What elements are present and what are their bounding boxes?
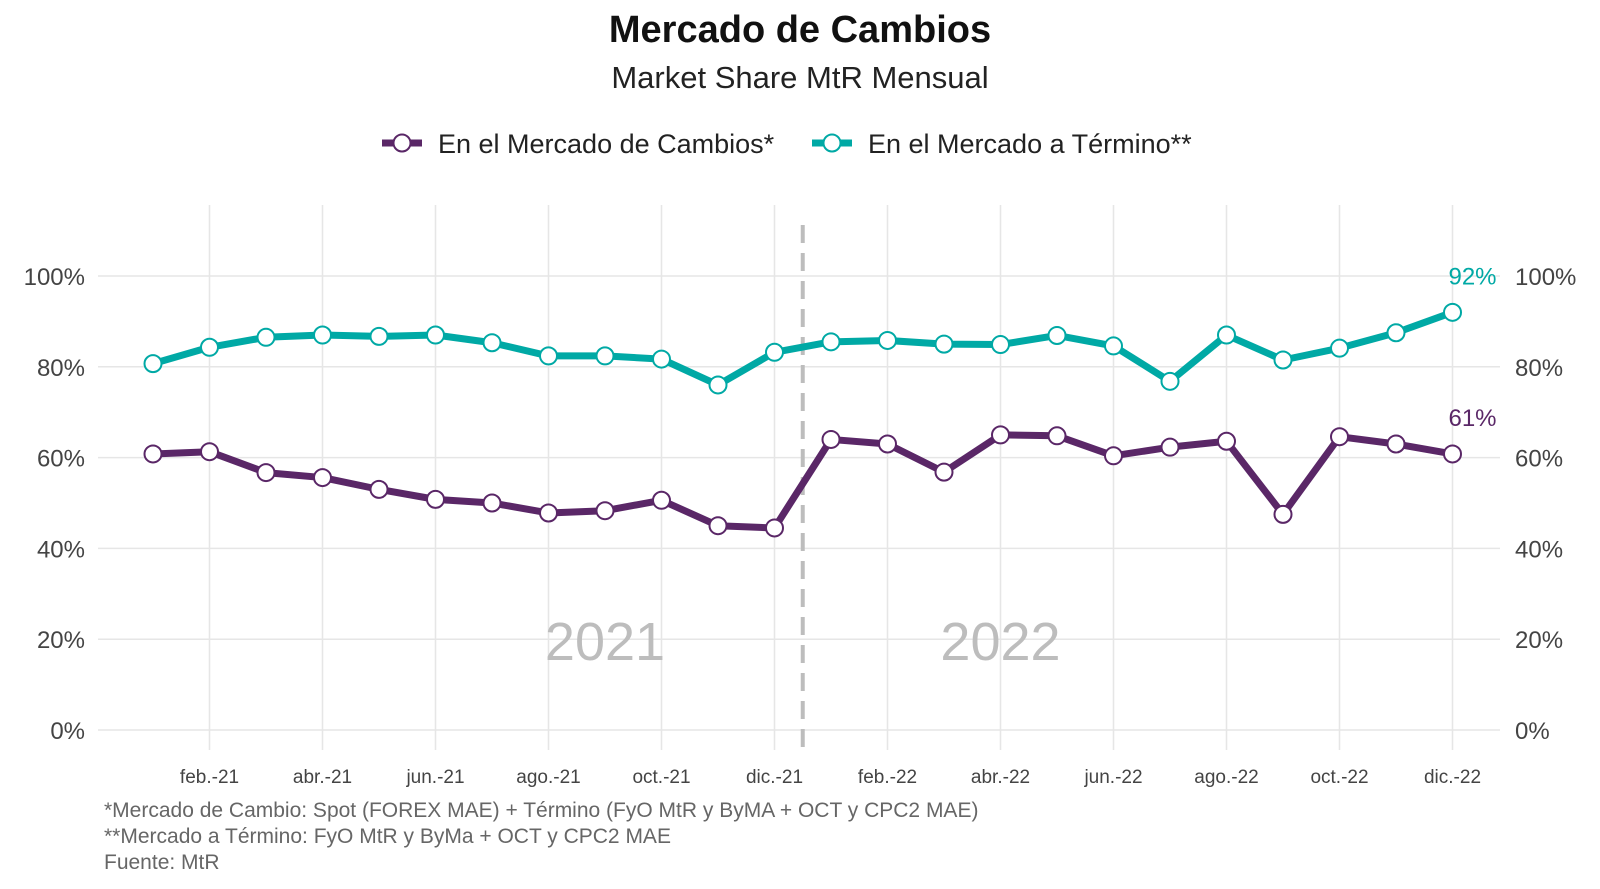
- footnote-source: Fuente: MtR: [104, 851, 220, 874]
- data-point: [878, 434, 897, 454]
- x-tick-label: dic.-21: [746, 767, 803, 788]
- data-point: [595, 501, 615, 521]
- year-label-2022: 2022: [940, 612, 1060, 672]
- data-point: [1330, 427, 1349, 447]
- y-tick-label-right: 20%: [1515, 627, 1563, 654]
- data-point: [539, 346, 558, 366]
- data-point: [1443, 444, 1462, 464]
- x-axis: feb.-21 abr.-21 jun.-21 ago.-21 oct.-21 dic.-…: [180, 767, 1481, 788]
- data-point: [482, 333, 502, 353]
- x-tick-label: jun.-21: [405, 767, 464, 788]
- data-point: [1330, 338, 1349, 358]
- data-point: [1273, 350, 1293, 370]
- grid-lines: [98, 205, 1500, 750]
- data-point: [652, 490, 671, 510]
- legend-swatch-marker: [392, 133, 412, 153]
- series-layer: 61% 92%: [143, 263, 1497, 538]
- x-tick-label: feb.-22: [858, 767, 917, 788]
- data-point: [1104, 446, 1123, 466]
- data-point: [934, 462, 954, 482]
- legend-label: En el Mercado a Término**: [868, 129, 1192, 159]
- data-point: [482, 493, 502, 513]
- y-tick-label-right: 60%: [1515, 446, 1563, 473]
- data-point: [1160, 371, 1180, 391]
- data-point: [991, 335, 1010, 355]
- data-point: [1217, 431, 1236, 451]
- data-point: [821, 332, 841, 352]
- data-point: [1443, 302, 1462, 322]
- data-point: [1386, 434, 1406, 454]
- x-tick-label: ago.-22: [1194, 767, 1258, 788]
- data-point: [313, 325, 332, 345]
- x-tick-label: jun.-22: [1083, 767, 1142, 788]
- data-point: [708, 375, 728, 395]
- data-point: [1047, 426, 1067, 446]
- data-point: [1273, 504, 1293, 524]
- y-tick-label-left: 80%: [37, 355, 85, 382]
- data-point: [878, 330, 897, 350]
- y-axis-left: 0% 20% 40% 60% 80% 100%: [24, 264, 85, 745]
- y-tick-label-right: 80%: [1515, 355, 1563, 382]
- series-mercado-de-cambios: 61%: [143, 405, 1497, 538]
- y-tick-label-right: 40%: [1515, 536, 1563, 563]
- data-point: [652, 349, 671, 369]
- x-tick-label: ago.-21: [516, 767, 580, 788]
- data-point: [1217, 325, 1236, 345]
- year-label-2021: 2021: [545, 612, 665, 672]
- data-point: [200, 337, 219, 357]
- data-point: [256, 327, 276, 347]
- data-point: [765, 342, 784, 362]
- legend-item: En el Mercado a Término**: [812, 129, 1192, 159]
- x-tick-label: dic.-22: [1424, 767, 1481, 788]
- chart-subtitle: Market Share MtR Mensual: [611, 60, 988, 95]
- data-point: [934, 334, 954, 354]
- y-axis-right: 0% 20% 40% 60% 80% 100%: [1515, 264, 1576, 745]
- end-value-label: 61%: [1448, 405, 1496, 432]
- data-point: [143, 354, 163, 374]
- data-point: [1160, 437, 1180, 457]
- data-point: [369, 326, 389, 346]
- legend: En el Mercado de Cambios* En el Mercado a…: [382, 129, 1192, 159]
- y-tick-label-left: 100%: [24, 264, 85, 291]
- x-tick-label: abr.-22: [971, 767, 1030, 788]
- data-point: [200, 442, 219, 462]
- data-point: [426, 325, 445, 345]
- data-point: [256, 463, 276, 483]
- series-line: [149, 431, 1456, 532]
- series-mercado-a-termino: 92%: [143, 263, 1497, 395]
- data-point: [426, 489, 445, 509]
- data-point: [143, 444, 163, 464]
- data-point: [765, 518, 784, 538]
- data-point: [708, 516, 728, 536]
- year-labels: 2021 2022: [545, 612, 1061, 672]
- end-value-label: 92%: [1448, 263, 1496, 290]
- x-tick-label: abr.-21: [293, 767, 352, 788]
- data-point: [991, 425, 1010, 445]
- legend-label: En el Mercado de Cambios*: [438, 129, 775, 159]
- data-point: [1386, 323, 1406, 343]
- data-point: [313, 468, 332, 488]
- y-tick-label-left: 60%: [37, 446, 85, 473]
- y-tick-label-left: 20%: [37, 627, 85, 654]
- y-tick-label-left: 0%: [50, 718, 85, 745]
- y-tick-label-right: 100%: [1515, 264, 1576, 291]
- x-tick-label: oct.-22: [1310, 767, 1368, 788]
- y-tick-label-right: 0%: [1515, 718, 1550, 745]
- footnote-1: *Mercado de Cambio: Spot (FOREX MAE) + T…: [104, 799, 978, 822]
- data-point: [595, 346, 615, 366]
- data-point: [539, 503, 558, 523]
- legend-swatch-marker: [822, 133, 842, 153]
- data-point: [1047, 325, 1067, 345]
- x-tick-label: oct.-21: [632, 767, 690, 788]
- footnote-2: **Mercado a Término: FyO MtR y ByMa + OC…: [104, 825, 671, 848]
- legend-item: En el Mercado de Cambios*: [382, 129, 775, 159]
- data-point: [821, 429, 841, 449]
- data-point: [1104, 336, 1123, 356]
- y-tick-label-left: 40%: [37, 536, 85, 563]
- data-point: [369, 479, 389, 499]
- x-tick-label: feb.-21: [180, 767, 239, 788]
- chart-title: Mercado de Cambios: [609, 9, 991, 51]
